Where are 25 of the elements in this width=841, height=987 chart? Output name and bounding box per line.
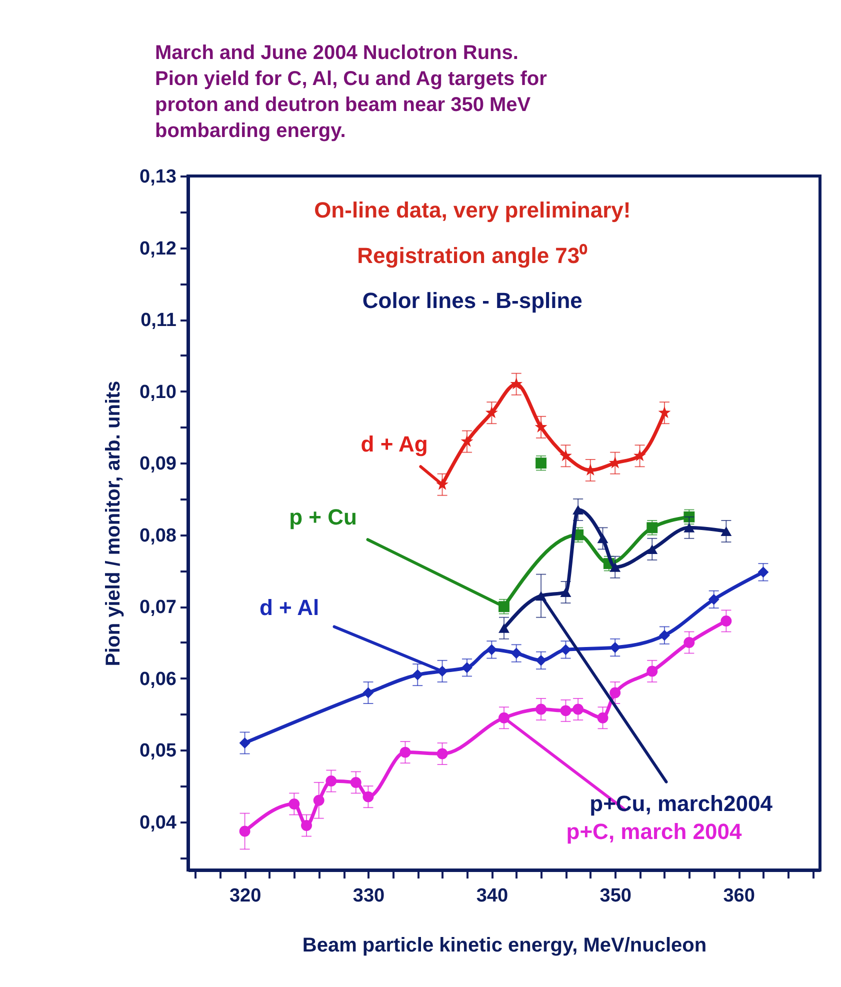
annotation: On-line data, very preliminary! [314, 198, 631, 223]
annotation: d + Ag [360, 432, 428, 457]
y-tick-label: 0,08 [140, 525, 176, 546]
y-tick-label: 0,12 [140, 238, 176, 260]
annotation: Color lines - B-spline [362, 288, 582, 313]
x-tick-label: 360 [723, 886, 755, 906]
y-tick-label: 0,10 [140, 382, 176, 403]
x-tick-label: 350 [600, 886, 632, 906]
x-tick-label: 320 [229, 886, 262, 906]
annotation: d + Al [259, 595, 320, 620]
y-tick-label: 0,07 [140, 597, 176, 618]
x-axis-title: Beam particle kinetic energy, MeV/nucleon [302, 934, 707, 956]
x-tick-label: 330 [352, 886, 385, 906]
y-tick-label: 0,06 [140, 668, 176, 690]
chart-title: March and June 2004 Nuclotron Runs. Pion yield for C, Al, Cu and Ag targets for proton and deutron beam near 350 MeV bombarding energy. [155, 42, 548, 142]
y-tick-label: 0,09 [140, 454, 176, 475]
y-tick-label: 0,13 [140, 166, 176, 188]
annotation: p + Cu [289, 504, 357, 530]
annotation: p+C, march 2004 [566, 818, 743, 844]
y-tick-label: 0,11 [140, 310, 177, 332]
annotation: Registration angle 73⁰ [357, 242, 588, 268]
y-axis-title: Pion yield / monitor, arb. units [102, 380, 125, 666]
y-tick-label: 0,05 [140, 740, 177, 762]
x-tick-label: 340 [476, 886, 508, 906]
y-tick-label: 0,04 [140, 812, 177, 834]
